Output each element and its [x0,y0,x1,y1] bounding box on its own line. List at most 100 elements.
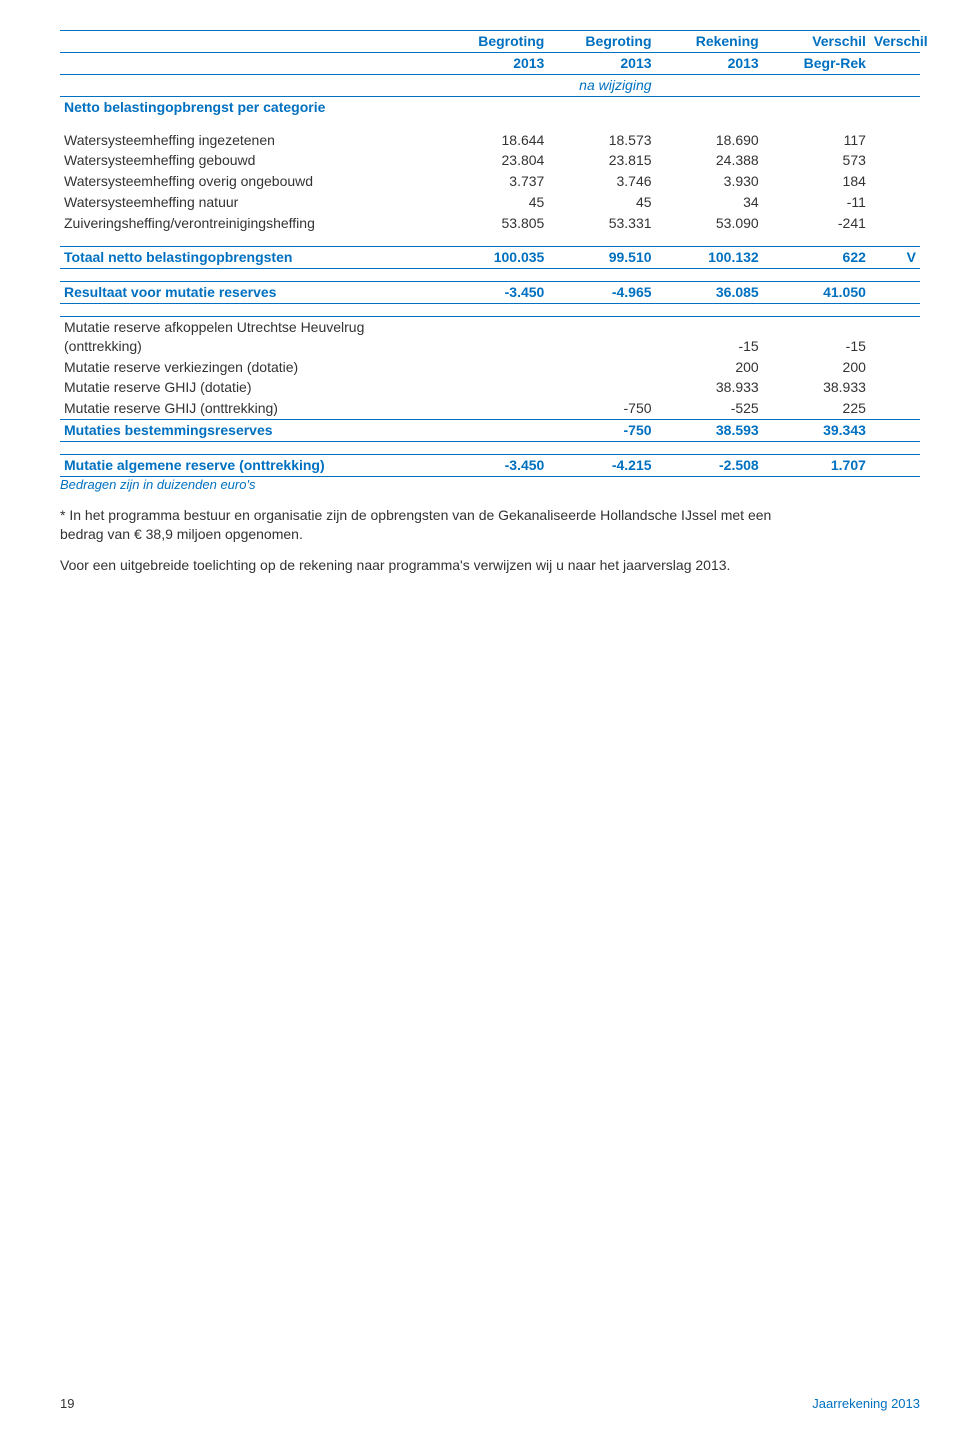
na-wijziging-note: na wijziging [548,74,655,96]
cell: -750 [548,398,655,419]
table-row: Watersysteemheffing natuur454534-11 [60,192,920,213]
cell: 34 [656,192,763,213]
general-reserve-cell: 1.707 [763,455,870,477]
cell: 53.331 [548,213,655,234]
total-cell: 100.035 [441,247,548,269]
result-before-row: Resultaat voor mutatie reserves -3.450 -… [60,281,920,303]
table-row: Watersysteemheffing overig ongebouwd3.73… [60,171,920,192]
section-title: Netto belastingopbrengst per categorie [60,96,441,117]
table-row: Mutatie reserve GHIJ (dotatie) 38.93338.9… [60,377,920,398]
cell: 3.746 [548,171,655,192]
financial-table: Begroting Begroting Rekening Verschil Ve… [60,30,920,477]
cell: -15 [763,316,870,356]
cell: 38.933 [763,377,870,398]
cell: 53.090 [656,213,763,234]
general-reserve-cell: -3.450 [441,455,548,477]
cell: -241 [763,213,870,234]
general-reserve-cell: -2.508 [656,455,763,477]
cell: 225 [763,398,870,419]
cell [548,316,655,356]
cell: 200 [763,357,870,378]
cell: 23.804 [441,150,548,171]
col-head: Rekening [656,31,763,53]
col-head: 2013 [548,52,655,74]
cell: 184 [763,171,870,192]
note-paragraph: * In het programma bestuur en organisati… [60,506,780,544]
cell: 117 [763,130,870,151]
total-cell: 622 [763,247,870,269]
amounts-footnote: Bedragen zijn in duizenden euro's [60,477,920,492]
cell: 573 [763,150,870,171]
total-label: Totaal netto belastingopbrengsten [60,247,441,269]
cell: 24.388 [656,150,763,171]
row-label: Watersysteemheffing natuur [60,192,441,213]
mutations-total-cell: 39.343 [763,420,870,442]
general-reserve-row: Mutatie algemene reserve (onttrekking) -… [60,455,920,477]
table-row: Watersysteemheffing gebouwd23.80423.8152… [60,150,920,171]
row-label: Watersysteemheffing ingezetenen [60,130,441,151]
cell: 18.690 [656,130,763,151]
row-label: Mutatie reserve verkiezingen (dotatie) [60,357,441,378]
col-head: Begr-Rek [763,52,870,74]
doc-title: Jaarrekening 2013 [812,1396,920,1411]
result-cell: 41.050 [763,281,870,303]
cell: -11 [763,192,870,213]
table-row: Mutatie reserve afkoppelen Utrechtse Heu… [60,316,920,356]
row-label: Mutatie reserve afkoppelen Utrechtse Heu… [60,316,441,356]
mutations-total-cell [441,420,548,442]
col-head: Begroting [441,31,548,53]
cell [548,357,655,378]
cell: 53.805 [441,213,548,234]
mutations-total-label: Mutaties bestemmingsreserves [60,420,441,442]
header-row-2: 2013 2013 2013 Begr-Rek [60,52,920,74]
cell: 45 [441,192,548,213]
result-cell: -4.965 [548,281,655,303]
result-label: Resultaat voor mutatie reserves [60,281,441,303]
cell: 45 [548,192,655,213]
cell: -15 [656,316,763,356]
section-title-row: Netto belastingopbrengst per categorie [60,96,920,117]
cell [441,357,548,378]
col-head: Begroting [548,31,655,53]
cell [441,398,548,419]
mutations-total-cell: 38.593 [656,420,763,442]
row-label: Watersysteemheffing gebouwd [60,150,441,171]
table-row: Mutatie reserve verkiezingen (dotatie) 20… [60,357,920,378]
total-cell: 99.510 [548,247,655,269]
cell: 38.933 [656,377,763,398]
mutations-total-cell: -750 [548,420,655,442]
row-label: Mutatie reserve GHIJ (dotatie) [60,377,441,398]
table-row: Watersysteemheffing ingezetenen18.64418.… [60,130,920,151]
cell [441,316,548,356]
cell: 3.737 [441,171,548,192]
cell: 18.644 [441,130,548,151]
mutations-total-row: Mutaties bestemmingsreserves -750 38.593… [60,420,920,442]
row-label: Mutatie reserve GHIJ (onttrekking) [60,398,441,419]
note-paragraph: Voor een uitgebreide toelichting op de r… [60,556,780,575]
header-row-1: Begroting Begroting Rekening Verschil Ve… [60,31,920,53]
general-reserve-cell: -4.215 [548,455,655,477]
row-label: Watersysteemheffing overig ongebouwd [60,171,441,192]
cell: 3.930 [656,171,763,192]
notes-section: * In het programma bestuur en organisati… [60,506,780,575]
page-number: 19 [60,1396,74,1411]
total-cell: V [870,247,920,269]
header-row-3: na wijziging [60,74,920,96]
cell [441,377,548,398]
table-row: Mutatie reserve GHIJ (onttrekking)-750-5… [60,398,920,419]
cell: 23.815 [548,150,655,171]
col-head: Verschil [870,31,920,53]
page: Begroting Begroting Rekening Verschil Ve… [0,0,960,1439]
total-row: Totaal netto belastingopbrengsten 100.03… [60,247,920,269]
total-cell: 100.132 [656,247,763,269]
page-footer: 19 Jaarrekening 2013 [60,1396,920,1411]
cell: 18.573 [548,130,655,151]
result-cell: 36.085 [656,281,763,303]
col-head: 2013 [441,52,548,74]
col-head: 2013 [656,52,763,74]
row-label: Zuiveringsheffing/verontreinigingsheffin… [60,213,441,234]
general-reserve-label: Mutatie algemene reserve (onttrekking) [60,455,441,477]
cell: 200 [656,357,763,378]
result-cell: -3.450 [441,281,548,303]
col-head: Verschil [763,31,870,53]
